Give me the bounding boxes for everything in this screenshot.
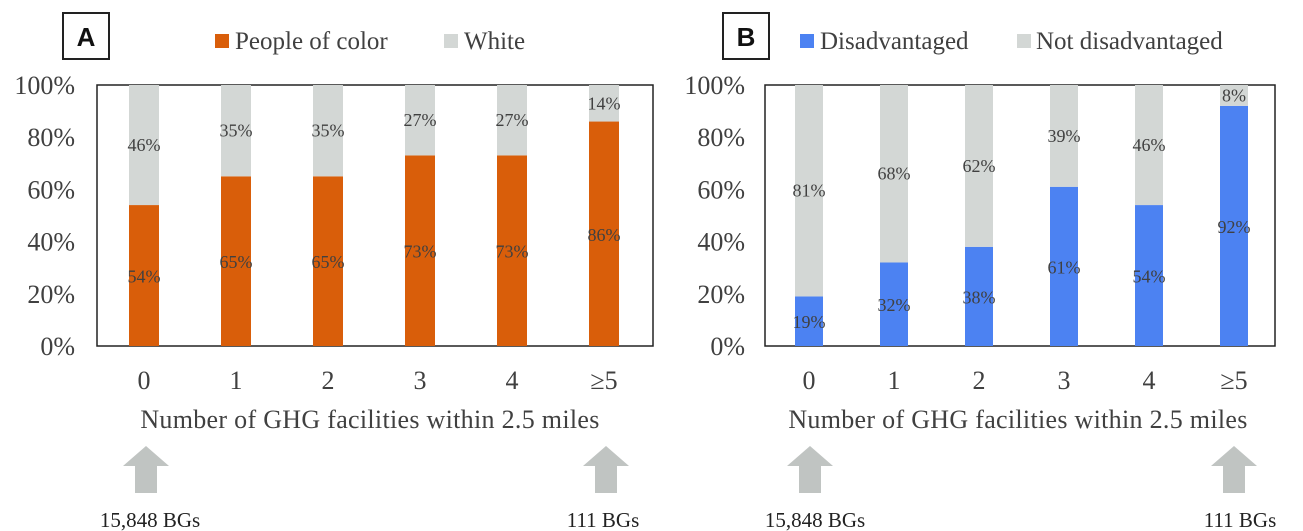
bar-segment-white (221, 85, 251, 177)
chart-panel-a: A People of color White 0% 20% 40% 60% 80% 100% 5… (14, 12, 654, 531)
bg-count-annotation: 15,848 BGs (765, 508, 865, 531)
bar-segment-white (129, 85, 159, 206)
y-tick-label: 0% (40, 332, 75, 361)
bar-segment-disadvantaged (1220, 105, 1248, 346)
data-label: 32% (878, 295, 911, 315)
chart-panel-b: B Disadvantaged Not disadvantaged 0% 20% 40% 6… (684, 12, 1277, 531)
bar-segment-white (497, 85, 527, 156)
bar-segment-not-disadvantaged (795, 85, 823, 297)
x-tick-label: 3 (414, 366, 427, 395)
y-tick-label: 80% (27, 123, 75, 152)
legend-swatch-1 (444, 34, 458, 48)
bar-segment-people-of-color (589, 121, 619, 346)
bar-segment-disadvantaged (880, 262, 908, 346)
bar-segment-disadvantaged (965, 246, 993, 346)
y-tick-label: 60% (27, 175, 75, 204)
bar-segment-not-disadvantaged (1220, 85, 1248, 106)
legend-label-0: Disadvantaged (820, 28, 969, 55)
data-label: 81% (793, 181, 826, 201)
bar-segment-disadvantaged (1135, 205, 1163, 346)
x-tick-label: ≥5 (590, 366, 617, 395)
x-axis-title: Number of GHG facilities within 2.5 mile… (140, 405, 599, 434)
up-arrow-icon (1211, 446, 1257, 493)
y-tick-label: 60% (697, 175, 745, 204)
panel-label-box (62, 12, 110, 60)
panel-label: A (77, 22, 96, 52)
bar-segment-white (589, 85, 619, 122)
up-arrow-icon (123, 446, 169, 493)
legend-label-1: Not disadvantaged (1036, 28, 1223, 55)
plot-area (96, 84, 654, 347)
x-tick-label: 1 (888, 366, 901, 395)
x-axis-title: Number of GHG facilities within 2.5 mile… (788, 405, 1247, 434)
y-tick-label: 100% (684, 71, 745, 100)
data-label: 92% (1218, 217, 1251, 237)
bg-count-annotation: 111 BGs (1204, 508, 1277, 531)
data-label: 27% (404, 110, 437, 130)
legend-label-0: People of color (235, 28, 388, 55)
data-label: 35% (312, 121, 345, 141)
y-tick-label: 40% (27, 228, 75, 257)
data-label: 38% (963, 287, 996, 307)
data-label: 14% (588, 93, 621, 113)
data-label: 62% (963, 156, 996, 176)
y-tick-label: 40% (697, 228, 745, 257)
data-label: 8% (1222, 85, 1246, 105)
x-tick-label: 0 (803, 366, 816, 395)
bar-segment-people-of-color (129, 205, 159, 346)
bar-segment-not-disadvantaged (1050, 85, 1078, 187)
data-label: 54% (1133, 267, 1166, 287)
data-label: 61% (1048, 257, 1081, 277)
data-label: 73% (496, 242, 529, 262)
data-label: 39% (1048, 126, 1081, 146)
legend-swatch-0 (215, 34, 229, 48)
y-tick-label: 100% (14, 71, 75, 100)
bar-segment-people-of-color (221, 176, 251, 346)
x-tick-label: 2 (322, 366, 335, 395)
bar-segment-not-disadvantaged (1135, 85, 1163, 206)
bar-segment-people-of-color (497, 155, 527, 346)
x-tick-label: 0 (138, 366, 151, 395)
bg-count-annotation: 15,848 BGs (100, 508, 200, 531)
x-tick-label: 1 (230, 366, 243, 395)
bar-segment-people-of-color (313, 176, 343, 346)
up-arrow-icon (583, 446, 629, 493)
x-tick-label: 4 (506, 366, 519, 395)
panel-label-box (722, 12, 770, 60)
legend-swatch-0 (800, 34, 814, 48)
y-tick-label: 80% (697, 123, 745, 152)
data-label: 46% (128, 135, 161, 155)
panel-label: B (737, 22, 756, 52)
data-label: 73% (404, 242, 437, 262)
data-label: 86% (588, 225, 621, 245)
data-label: 46% (1133, 135, 1166, 155)
data-label: 19% (793, 312, 826, 332)
bar-segment-white (313, 85, 343, 177)
data-label: 54% (128, 267, 161, 287)
bg-count-annotation: 111 BGs (567, 508, 640, 531)
data-label: 68% (878, 164, 911, 184)
bar-segment-not-disadvantaged (880, 85, 908, 263)
x-tick-label: 4 (1143, 366, 1156, 395)
up-arrow-icon (787, 446, 833, 493)
y-tick-label: 20% (27, 280, 75, 309)
bar-segment-disadvantaged (1050, 186, 1078, 346)
y-tick-label: 20% (697, 280, 745, 309)
data-label: 27% (496, 110, 529, 130)
plot-area (764, 84, 1276, 347)
legend-label-1: White (464, 28, 525, 55)
x-tick-label: 3 (1058, 366, 1071, 395)
bar-segment-disadvantaged (795, 296, 823, 346)
data-label: 65% (312, 252, 345, 272)
bar-segment-people-of-color (405, 155, 435, 346)
legend-swatch-1 (1017, 34, 1031, 48)
bar-segment-white (405, 85, 435, 156)
x-tick-label: ≥5 (1220, 366, 1247, 395)
y-tick-label: 0% (710, 332, 745, 361)
x-tick-label: 2 (973, 366, 986, 395)
bar-segment-not-disadvantaged (965, 85, 993, 247)
data-label: 35% (220, 121, 253, 141)
data-label: 65% (220, 252, 253, 272)
